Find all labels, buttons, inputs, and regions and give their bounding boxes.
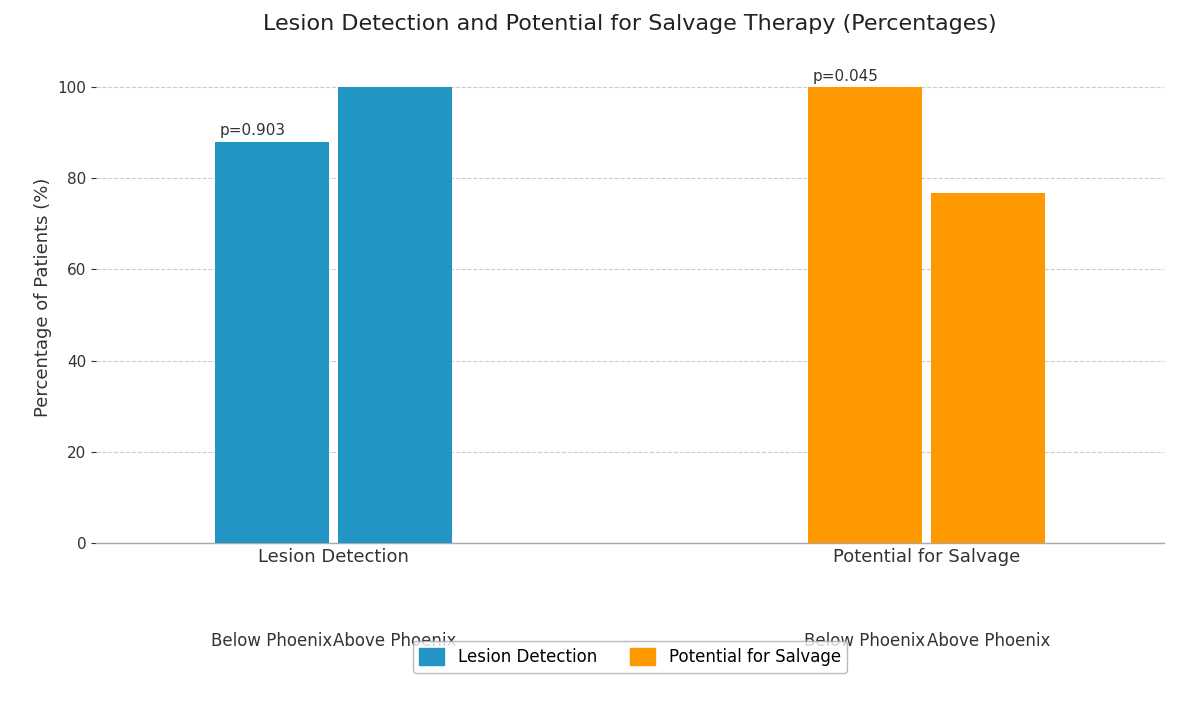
Text: p=0.903: p=0.903 <box>220 123 286 138</box>
Text: p=0.045: p=0.045 <box>812 69 878 83</box>
Text: Above Phoenix: Above Phoenix <box>334 631 457 649</box>
Title: Lesion Detection and Potential for Salvage Therapy (Percentages): Lesion Detection and Potential for Salva… <box>263 14 997 34</box>
Text: Below Phoenix: Below Phoenix <box>211 631 332 649</box>
Bar <box>808 87 922 543</box>
Text: Below Phoenix: Below Phoenix <box>804 631 925 649</box>
Bar <box>931 193 1045 543</box>
Text: Above Phoenix: Above Phoenix <box>926 631 1050 649</box>
Bar <box>215 142 329 543</box>
Legend: Lesion Detection, Potential for Salvage: Lesion Detection, Potential for Salvage <box>413 641 847 673</box>
Bar <box>338 87 452 543</box>
Y-axis label: Percentage of Patients (%): Percentage of Patients (%) <box>34 177 52 416</box>
